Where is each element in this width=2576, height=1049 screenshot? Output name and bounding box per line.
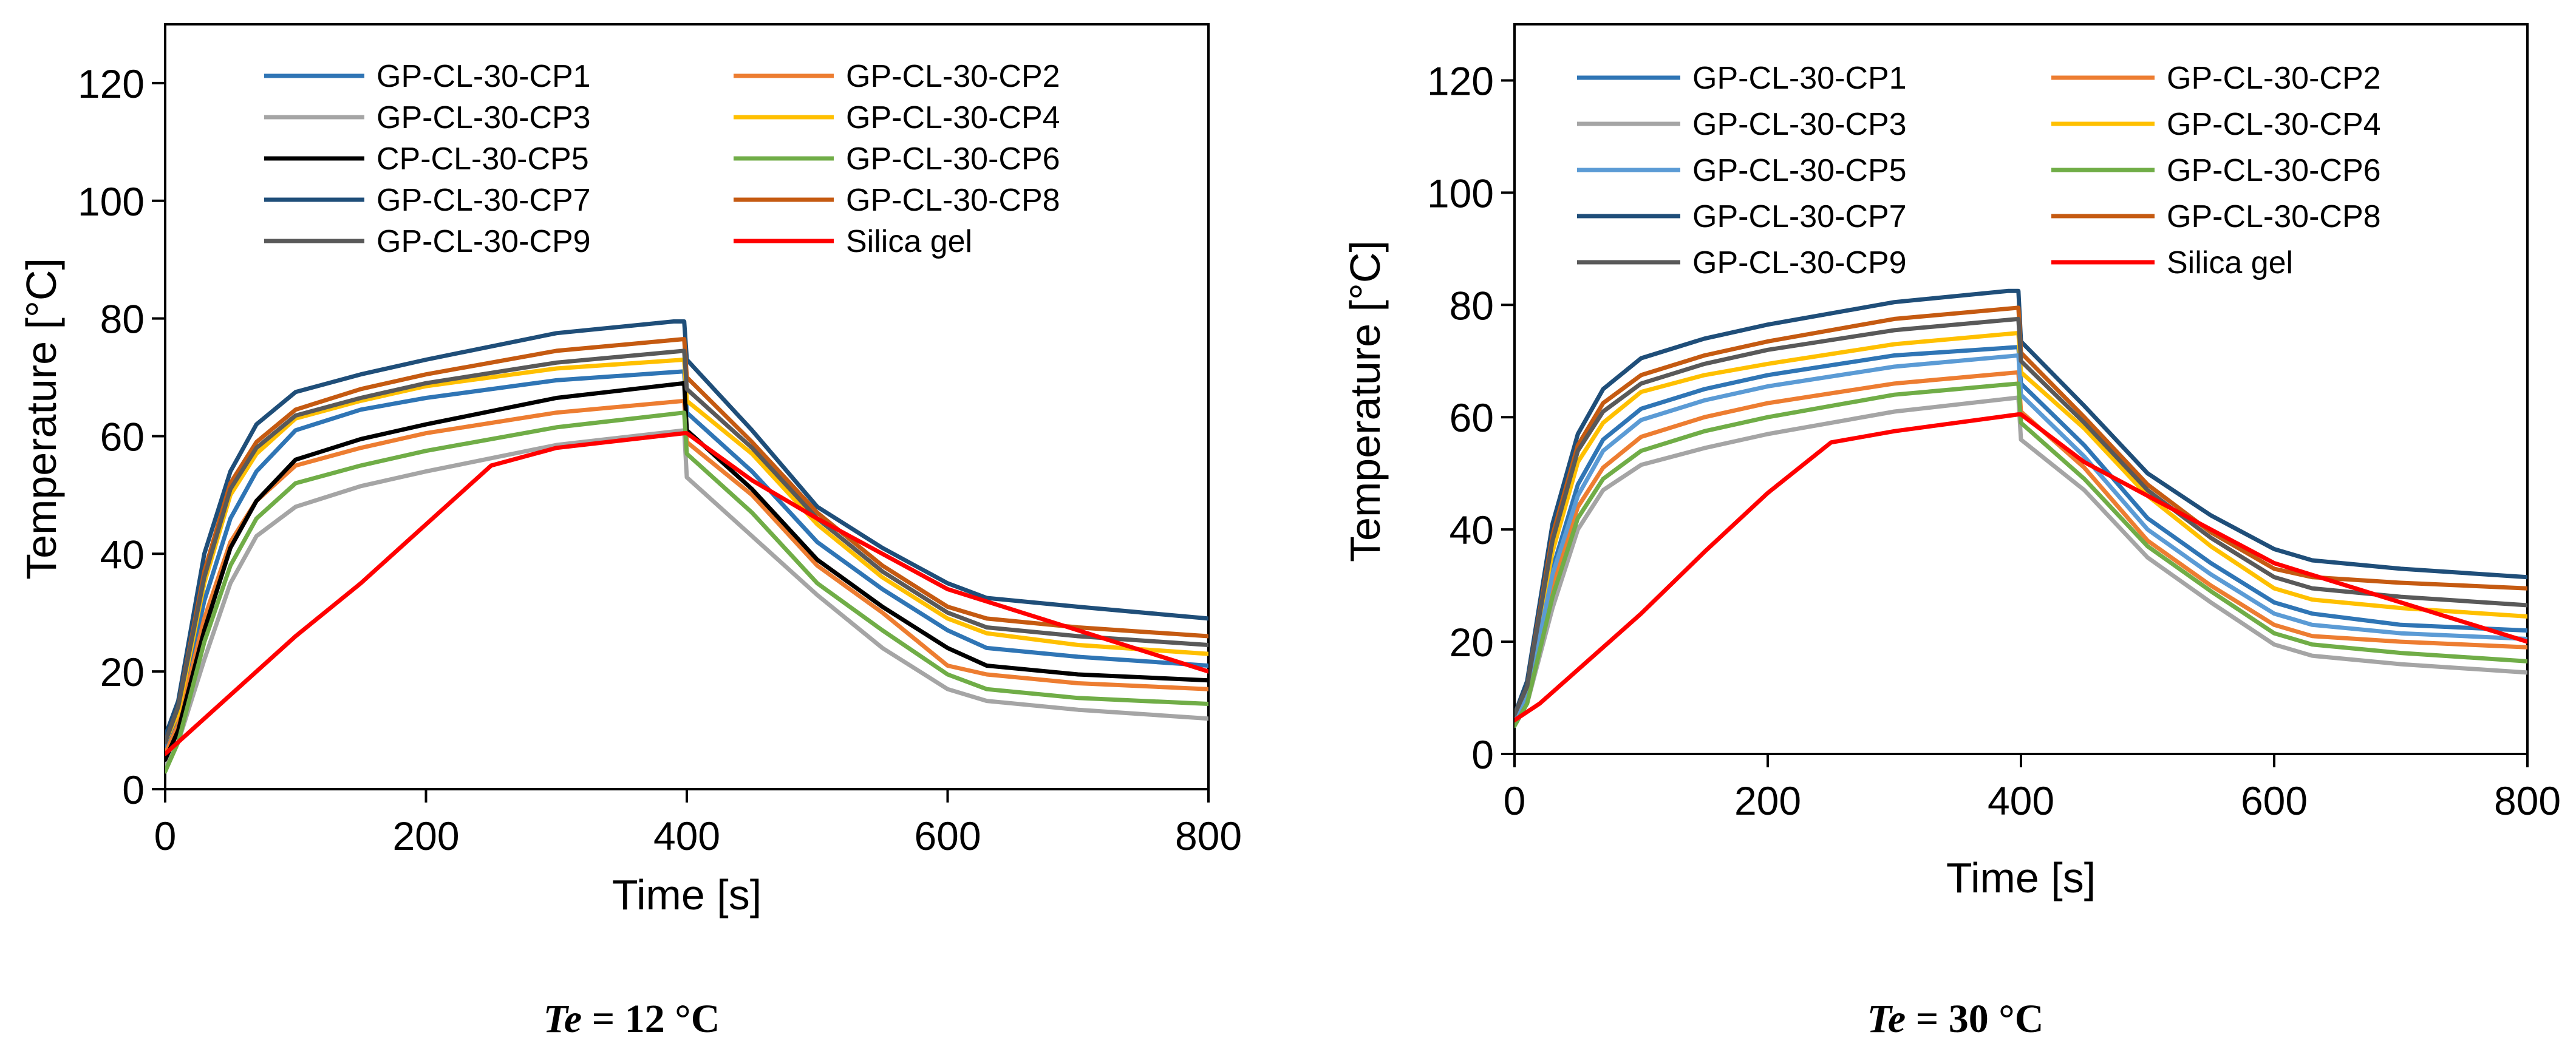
- legend-label: GP-CL-30-CP9: [377, 224, 591, 259]
- legend: GP-CL-30-CP1 GP-CL-30-CP2 GP-CL-30-CP3 GP-C…: [1577, 61, 2381, 280]
- y-tick-label: 40: [1450, 508, 1494, 552]
- legend-label: GP-CL-30-CP7: [377, 183, 591, 218]
- y-axis-label: Temperature [°C]: [18, 258, 65, 580]
- y-tick-label: 40: [100, 532, 145, 577]
- x-tick-label: 200: [392, 813, 459, 858]
- legend-label: GP-CL-30-CP5: [1692, 153, 1907, 188]
- x-tick-label: 800: [1175, 813, 1242, 858]
- x-tick-label: 600: [2241, 778, 2308, 823]
- legend-label: GP-CL-30-CP8: [846, 183, 1060, 218]
- legend-label: GP-CL-30-CP1: [377, 59, 591, 94]
- series-line-gp-cl-30-cp9: [165, 348, 1208, 744]
- y-tick-label: 120: [1427, 58, 1494, 103]
- legend: GP-CL-30-CP1 GP-CL-30-CP2 GP-CL-30-CP3 GP-C…: [264, 59, 1060, 259]
- y-tick-label: 0: [122, 767, 145, 812]
- y-tick-label: 100: [78, 179, 145, 224]
- caption-value: = 30 °C: [1906, 997, 2043, 1041]
- legend-label: GP-CL-30-CP4: [2167, 107, 2381, 142]
- y-tick-label: 80: [100, 297, 145, 342]
- x-tick-label: 600: [914, 813, 981, 858]
- y-tick-label: 120: [78, 61, 145, 106]
- series-line-gp-cl-30-cp2: [1515, 370, 2527, 722]
- x-tick-label: 200: [1734, 778, 1801, 823]
- y-tick-label: 0: [1471, 732, 1494, 777]
- chart-caption: Te = 12 °C: [543, 997, 720, 1041]
- series-line-gp-cl-30-cp3: [165, 428, 1208, 768]
- series-line-gp-cl-30-cp1: [1515, 345, 2527, 722]
- legend-label: GP-CL-30-CP6: [846, 141, 1060, 177]
- legend-label: Silica gel: [846, 224, 972, 259]
- series-line-cp-cl-30-cp5: [165, 381, 1208, 762]
- y-axis-label: Temperature [°C]: [1341, 240, 1389, 562]
- legend-label: GP-CL-30-CP4: [846, 100, 1060, 135]
- legend-label: GP-CL-30-CP2: [846, 59, 1060, 94]
- legend-label: GP-CL-30-CP3: [1692, 107, 1907, 142]
- x-tick-label: 0: [154, 813, 177, 858]
- chart-1: 0 20 40 60 80 100 120 0 200 400 600 800 Time [s] Temp…: [18, 23, 1242, 1041]
- chart-caption: Te = 30 °C: [1867, 997, 2044, 1041]
- legend-label: GP-CL-30-CP1: [1692, 61, 1907, 96]
- y-tick-label: 80: [1450, 283, 1494, 328]
- caption-value: = 12 °C: [582, 997, 720, 1041]
- legend-label: GP-CL-30-CP9: [1692, 245, 1907, 280]
- series-line-gp-cl-30-cp7: [1515, 288, 2527, 717]
- y-tick-label: 20: [100, 650, 145, 694]
- legend-label: GP-CL-30-CP8: [2167, 199, 2381, 234]
- y-tick-label: 20: [1450, 620, 1494, 665]
- x-axis-label: Time [s]: [612, 871, 762, 918]
- legend-label: GP-CL-30-CP6: [2167, 153, 2381, 188]
- series-line-silica-gel: [165, 431, 1208, 756]
- x-tick-label: 0: [1504, 778, 1526, 823]
- legend-label: GP-CL-30-CP7: [1692, 199, 1907, 234]
- x-axis-label: Time [s]: [1946, 854, 2096, 901]
- x-tick-label: 400: [1988, 778, 2054, 823]
- series-line-gp-cl-30-cp6: [1515, 381, 2527, 728]
- caption-variable: Te: [543, 997, 582, 1041]
- caption-variable: Te: [1867, 997, 1906, 1041]
- y-tick-label: 60: [1450, 395, 1494, 440]
- legend-label: GP-CL-30-CP3: [377, 100, 591, 135]
- series-line-gp-cl-30-cp5: [1515, 353, 2527, 722]
- series-line-gp-cl-30-cp1: [165, 369, 1208, 750]
- series-line-silica-gel: [1515, 412, 2527, 722]
- legend-label: CP-CL-30-CP5: [377, 141, 589, 177]
- series-line-gp-cl-30-cp9: [1515, 316, 2527, 717]
- y-tick-label: 100: [1427, 171, 1494, 216]
- series-line-gp-cl-30-cp6: [165, 410, 1208, 774]
- series-line-gp-cl-30-cp4: [1515, 331, 2527, 717]
- x-tick-label: 800: [2494, 778, 2561, 823]
- x-tick-label: 400: [653, 813, 720, 858]
- chart-2: 0 20 40 60 80 100 120 0 200 400 600 800 Time [s] Temp…: [1341, 23, 2561, 1041]
- legend-label: GP-CL-30-CP2: [2167, 61, 2381, 96]
- legend-label: Silica gel: [2167, 245, 2293, 280]
- series-line-gp-cl-30-cp3: [1515, 395, 2527, 728]
- y-tick-label: 60: [100, 414, 145, 459]
- series-line-gp-cl-30-cp7: [165, 319, 1208, 739]
